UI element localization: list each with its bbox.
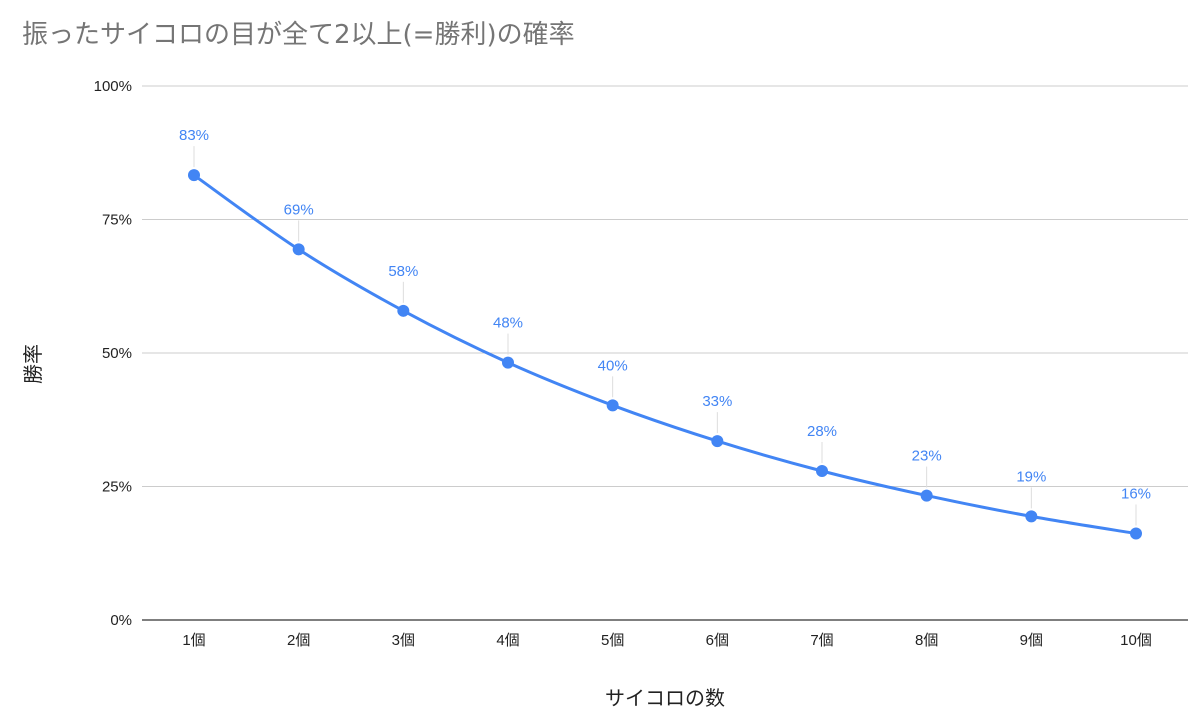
series-line xyxy=(192,173,1138,535)
data-label: 69% xyxy=(284,201,314,218)
x-tick-label: 8個 xyxy=(915,632,938,649)
data-label-leaders xyxy=(193,146,1137,526)
data-points xyxy=(188,169,1142,540)
x-tick-label: 3個 xyxy=(392,632,415,649)
data-label: 40% xyxy=(598,357,628,374)
y-tick-label: 0% xyxy=(110,612,132,629)
data-point xyxy=(502,356,514,369)
data-labels: 83% 69% 58% 48% 40% 33% 28% 23% 19% 16% xyxy=(179,127,1151,502)
data-label: 48% xyxy=(493,315,523,332)
chart-title: 振ったサイコロの目が全て2以上(=勝利)の確率 xyxy=(22,20,575,50)
series-line-path xyxy=(192,173,1138,535)
data-label: 58% xyxy=(388,263,418,280)
x-axis-title: サイコロの数 xyxy=(605,686,725,710)
data-label: 33% xyxy=(702,393,732,410)
y-tick-label: 50% xyxy=(102,345,132,362)
x-axis-tick-labels: 1個 2個 3個 4個 5個 6個 7個 8個 9個 10個 xyxy=(182,632,1152,649)
data-point xyxy=(711,435,724,448)
x-tick-label: 5個 xyxy=(601,632,624,649)
x-tick-label: 7個 xyxy=(810,632,833,649)
data-point xyxy=(606,399,619,412)
x-tick-label: 2個 xyxy=(287,632,310,649)
data-point xyxy=(816,465,828,478)
x-tick-label: 9個 xyxy=(1020,632,1043,649)
data-point xyxy=(1130,527,1142,540)
data-point xyxy=(397,304,410,317)
x-tick-label: 10個 xyxy=(1120,632,1152,649)
data-label: 28% xyxy=(807,423,837,440)
data-point xyxy=(292,243,305,256)
y-axis-title: 勝率 xyxy=(21,344,45,384)
y-axis-tick-labels: 0% 25% 50% 75% 100% xyxy=(94,78,132,629)
data-label: 19% xyxy=(1016,468,1046,485)
data-label: 16% xyxy=(1121,485,1151,502)
data-point xyxy=(920,489,933,502)
x-tick-label: 6個 xyxy=(706,632,729,649)
y-tick-label: 100% xyxy=(94,78,132,95)
y-tick-label: 25% xyxy=(102,479,132,496)
gridlines xyxy=(142,85,1188,621)
data-label: 83% xyxy=(179,127,209,144)
data-point xyxy=(188,169,200,182)
x-tick-label: 4個 xyxy=(496,632,519,649)
data-label: 23% xyxy=(912,448,942,465)
data-point xyxy=(1025,510,1038,523)
y-tick-label: 75% xyxy=(102,212,132,229)
x-tick-label: 1個 xyxy=(182,632,205,649)
